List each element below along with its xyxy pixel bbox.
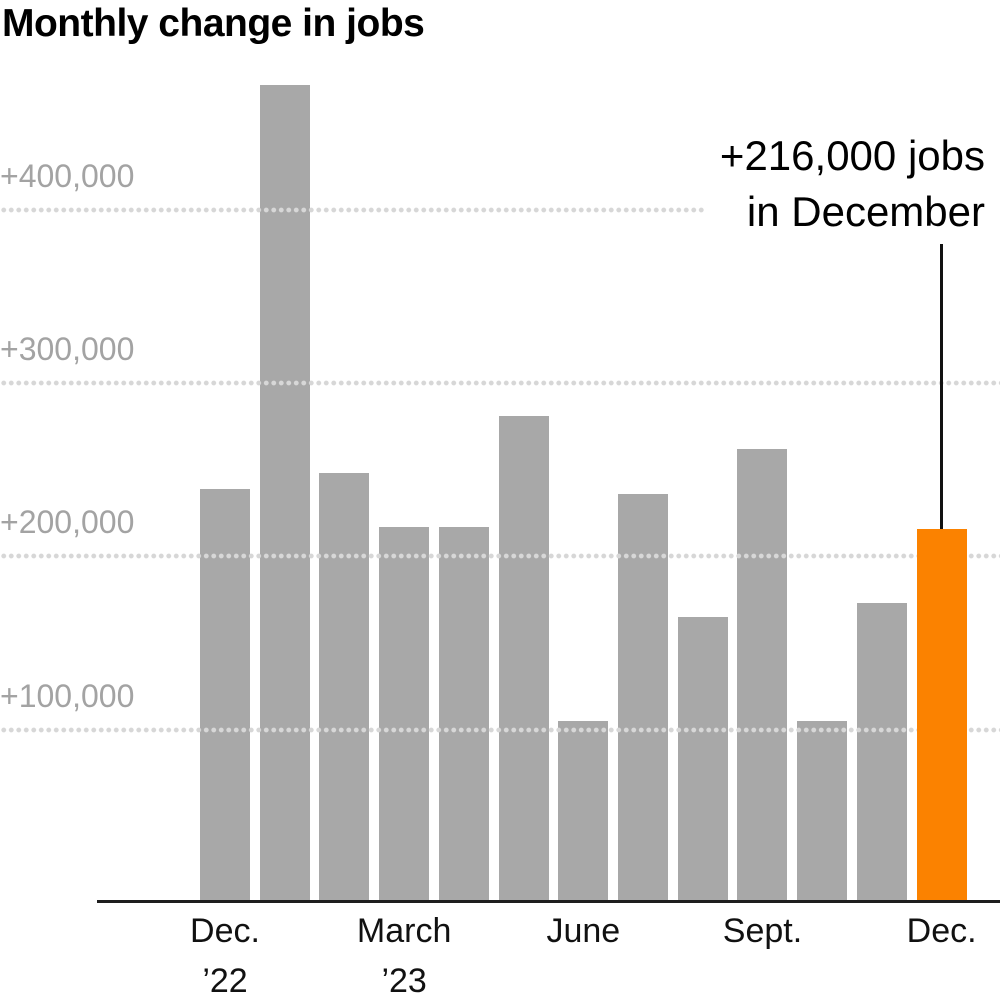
bar-jan-23 [259,85,310,903]
x-axis-label-sept: Sept. [682,906,842,956]
x-axis-label-dec: Dec. [862,906,1000,956]
bar-april-23 [438,526,489,903]
x-axis-label-dec-22: Dec. ’22 [145,906,305,1000]
bar-may-23 [498,416,549,903]
gridline-300000 [0,380,1000,387]
x-axis-label-june: June [503,906,663,956]
x-axis-baseline [97,900,1000,903]
bar-july-23 [618,494,669,903]
x-tick-month: June [546,912,621,950]
gridline-100000 [0,726,1000,733]
bar-aug-23 [677,617,728,903]
y-axis-label-200000: +200,000 [0,504,135,541]
annotation-leader-line [940,244,943,529]
gridline-200000 [0,553,1000,560]
x-tick-month: Dec. [906,912,977,950]
x-tick-month: Dec. [190,912,260,950]
annotation-line-2: in December [746,188,985,235]
chart-title: Monthly change in jobs [2,2,425,45]
y-axis-label-400000: +400,000 [0,157,135,194]
y-axis-label-300000: +300,000 [0,331,135,368]
bar-dec-23 [916,528,967,903]
x-axis-label-march-23: March ’23 [324,906,484,1000]
bar-june-23 [558,721,609,903]
y-axis-label-100000: +100,000 [0,677,135,714]
bar-nov-23 [856,603,907,903]
x-tick-month: Sept. [722,912,803,950]
x-tick-month: March [356,912,452,950]
highlight-annotation: +216,000 jobs in December [720,128,985,240]
annotation-line-1: +216,000 jobs [719,132,985,179]
gridline-400000 [0,206,705,213]
bar-sept-23 [737,448,788,903]
bar-oct-23 [797,721,848,903]
x-tick-year: ’23 [381,962,427,1000]
x-tick-year: ’22 [202,962,248,1000]
bar-feb-23 [319,473,370,903]
bar-march-23 [379,526,430,903]
